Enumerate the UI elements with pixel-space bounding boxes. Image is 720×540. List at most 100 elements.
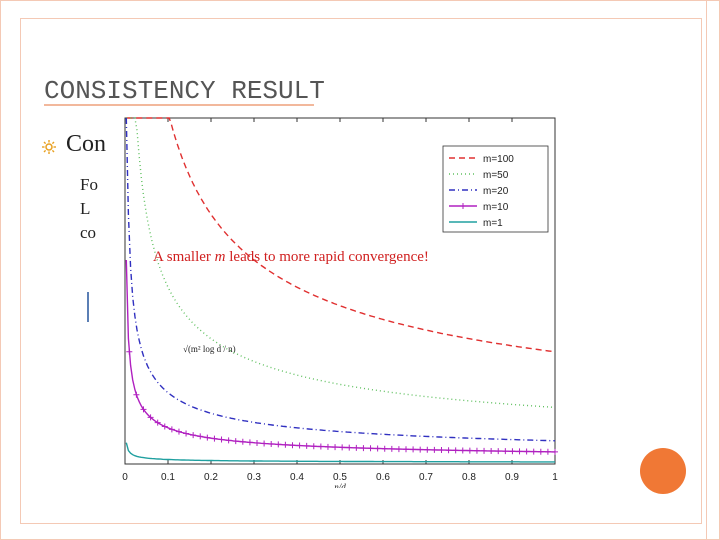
legend-marker [460,203,466,209]
series-marker [317,443,324,450]
series-marker [502,448,509,455]
sun-bullet-icon [42,140,56,154]
legend-label: m=20 [483,186,509,197]
x-tick-label: 1 [552,472,558,483]
series-marker [381,445,388,452]
series-line [125,117,556,442]
series-marker [445,447,452,454]
series-marker [530,448,537,455]
series-marker [346,444,353,451]
series-marker [360,445,367,452]
annotation-before: A smaller [153,249,215,265]
series-marker [140,406,147,413]
series-marker [516,448,523,455]
series-marker [537,448,544,455]
series-marker [161,423,168,430]
slide-title: CONSISTENCY RESULT [44,76,325,106]
series-marker [218,436,225,443]
x-tick-label: 0.3 [247,472,261,483]
series-marker [268,440,275,447]
series-marker [197,433,204,440]
series-marker [332,444,339,451]
series-marker [289,442,296,449]
chart-svg: 0 0.1 0.2 0.3 0.4 0.5 0.6 0.7 0.8 0.9 1 n/d √(m² log… [122,117,558,488]
series-marker [239,438,246,445]
series-marker [175,428,182,435]
legend-label: m=1 [483,218,503,229]
title-underline [44,104,314,106]
curve-formula-label: √(m² log d / n) [183,344,236,354]
series-marker [544,448,551,455]
series-marker [424,446,431,453]
series-marker [395,446,402,453]
series-marker [459,447,466,454]
series-marker [417,446,424,453]
convergence-chart: 0 0.1 0.2 0.3 0.4 0.5 0.6 0.7 0.8 0.9 1 n/d √(m² log… [113,116,560,488]
series-marker [410,446,417,453]
series-line [125,259,555,453]
x-tick-label: 0.8 [462,472,476,483]
annotation-after: leads to more rapid convergence! [225,249,429,265]
series-marker [552,448,558,455]
series-marker [232,438,239,445]
series-marker [211,435,218,442]
slide-right-rule [706,0,707,540]
series-marker [431,446,438,453]
series-marker [225,437,232,444]
body-line-2: L [80,199,91,218]
body-line-3: co [80,223,97,242]
vertical-accent-bar [87,292,89,322]
chart-annotation: A smaller m leads to more rapid converge… [153,249,429,266]
series-marker [310,443,317,450]
series-marker [481,447,488,454]
series-marker [488,447,495,454]
series-marker [126,348,133,355]
series-marker [324,443,331,450]
series-marker [254,439,261,446]
series-marker [473,447,480,454]
series-marker [403,446,410,453]
x-tick-label: 0.6 [376,472,390,483]
slide-inner-frame [20,18,702,524]
series-marker [353,444,360,451]
series-marker [154,419,161,426]
annotation-italic: m [214,249,226,265]
series-marker [275,441,282,448]
series-marker [509,448,516,455]
series-marker [261,440,268,447]
series-line [126,117,556,409]
legend-label: m=100 [483,154,514,165]
x-tick-label: 0.9 [505,472,519,483]
series-line [126,117,556,353]
series-marker [147,414,154,421]
x-tick-label: 0 [122,472,128,483]
series-marker [296,442,303,449]
series-marker [246,439,253,446]
series-marker [438,447,445,454]
series-marker [183,430,190,437]
legend-label: m=10 [483,202,509,213]
series-marker [204,434,211,441]
legend-label: m=50 [483,170,509,181]
series-marker [374,445,381,452]
body-line-1: Fo [80,175,98,194]
series-marker [466,447,473,454]
series-line [125,442,555,463]
x-tick-label: 0.1 [161,472,175,483]
series-marker [523,448,530,455]
series-marker [367,445,374,452]
series-marker [282,441,289,448]
series-marker [388,445,395,452]
x-tick-label: 0.5 [333,472,347,483]
series-marker [495,448,502,455]
series-marker [168,426,175,433]
x-tick-label: 0.4 [290,472,304,483]
legend-box [442,145,549,233]
series-marker [339,444,346,451]
x-tick-label: 0.2 [204,472,218,483]
bullet-text: Con [66,131,107,157]
x-tick-label: 0.7 [419,472,433,483]
series-marker [452,447,459,454]
series-marker [133,391,140,398]
series-marker [303,442,310,449]
